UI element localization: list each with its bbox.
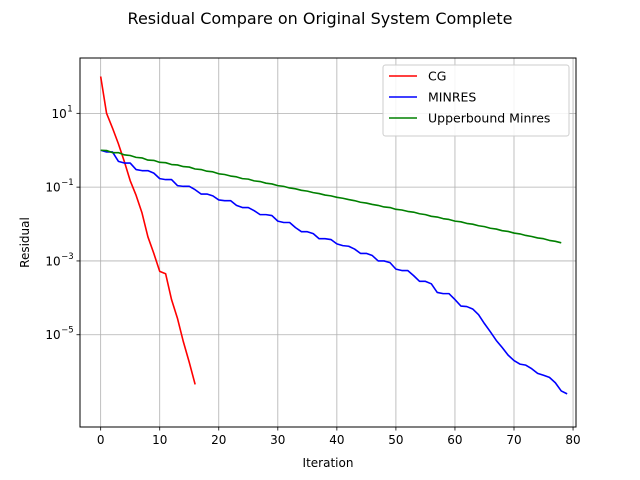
y-tick-label: 10 −1 (45, 178, 73, 195)
legend-label: MINRES (428, 90, 476, 105)
y-tick-base: 10 (45, 181, 60, 195)
y-tick-label: 10 1 (52, 104, 73, 121)
legend-item: MINRES (389, 90, 476, 105)
x-tick-label: 20 (211, 433, 226, 447)
legend-label: Upperbound Minres (428, 111, 550, 126)
x-tick-label: 10 (152, 433, 167, 447)
legend-box (382, 64, 570, 137)
y-tick-label: 10 −3 (45, 252, 73, 269)
y-tick-base: 10 (45, 328, 60, 342)
plot-frame (79, 57, 577, 428)
y-axis-label: Residual (18, 217, 32, 268)
x-tick-label: 30 (270, 433, 285, 447)
series-line-cg (99, 76, 196, 385)
x-tick-label: 40 (329, 433, 344, 447)
y-tick-exponent: 1 (67, 104, 72, 114)
series-line-upperbound-minres (100, 149, 562, 244)
legend-label: CG (428, 69, 446, 84)
legend-item: CG (389, 69, 446, 84)
x-axis: 0 10 20 30 40 50 60 70 80 (97, 427, 581, 447)
y-tick-label: 10 −5 (45, 326, 73, 343)
x-tick-label: 50 (388, 433, 403, 447)
x-tick-label: 60 (447, 433, 462, 447)
x-axis-label: Iteration (303, 456, 354, 470)
y-tick-exponent: −5 (61, 326, 74, 336)
chart-title: Residual Compare on Original System Comp… (128, 9, 513, 28)
legend: CG MINRES Upperbound Minres (382, 64, 570, 137)
y-tick-base: 10 (52, 107, 67, 121)
x-tick-label: 80 (565, 433, 580, 447)
x-tick-label: 70 (506, 433, 521, 447)
y-tick-exponent: −3 (61, 252, 74, 262)
y-tick-base: 10 (45, 254, 60, 268)
y-tick-exponent: −1 (61, 178, 74, 188)
series-line-minres (100, 149, 568, 395)
x-tick-label: 0 (97, 433, 105, 447)
series-layer (99, 76, 568, 395)
legend-item: Upperbound Minres (389, 111, 550, 126)
